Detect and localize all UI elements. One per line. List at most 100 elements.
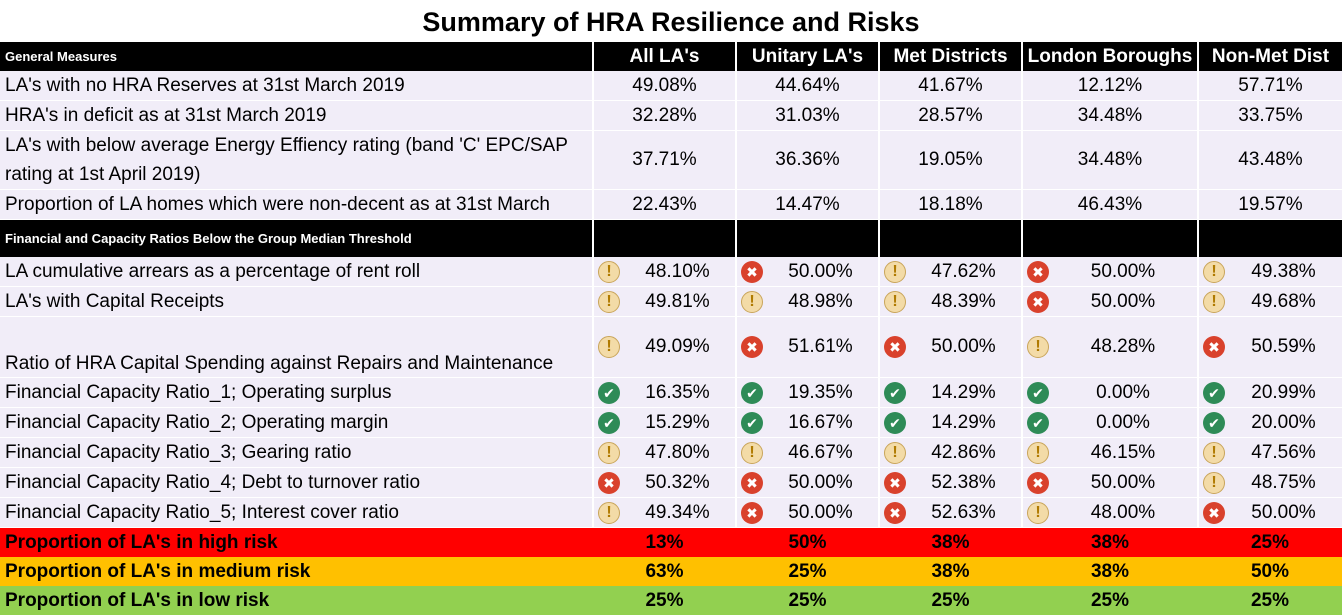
value-cell-met[interactable]: ! 48.39% (878, 286, 1022, 317)
value-cell-met[interactable]: ✔ 14.29% (878, 377, 1022, 408)
value-cell-all[interactable]: ! 47.80% (592, 437, 736, 468)
value-cell-met[interactable]: ✖ 50.00% (878, 316, 1022, 378)
risk-value-london[interactable]: 38% (1022, 527, 1198, 557)
empty-cell[interactable] (1021, 219, 1198, 257)
value-cell-london[interactable]: ! 46.15% (1021, 437, 1198, 468)
risk-value-unitary[interactable]: 25% (736, 557, 879, 586)
empty-cell[interactable] (592, 219, 736, 257)
section-label-general[interactable]: General Measures (0, 42, 593, 71)
risk-value-unitary[interactable]: 25% (736, 586, 879, 615)
row-label[interactable]: Financial Capacity Ratio_1; Operating su… (0, 377, 593, 408)
value-cell-nonmet[interactable]: 19.57% (1197, 189, 1342, 220)
value-cell-nonmet[interactable]: ✔ 20.00% (1197, 407, 1342, 438)
column-header-nonmet[interactable]: Non-Met Dist (1197, 42, 1342, 71)
value-cell-nonmet[interactable]: ! 49.68% (1197, 286, 1342, 317)
row-label[interactable]: LA cumulative arrears as a percentage of… (0, 257, 593, 287)
value-cell-unitary[interactable]: ! 48.98% (735, 286, 879, 317)
value-cell-all[interactable]: ! 48.10% (592, 257, 736, 287)
column-header-london[interactable]: London Boroughs (1021, 42, 1198, 71)
value-cell-all[interactable]: 49.08% (592, 71, 736, 101)
risk-value-london[interactable]: 25% (1022, 586, 1198, 615)
value-cell-unitary[interactable]: ✖ 50.00% (735, 497, 879, 528)
value-cell-all[interactable]: ! 49.34% (592, 497, 736, 528)
value-cell-all[interactable]: 22.43% (592, 189, 736, 220)
value-cell-met[interactable]: 19.05% (878, 130, 1022, 190)
risk-value-nonmet[interactable]: 25% (1198, 586, 1342, 615)
value-cell-nonmet[interactable]: 57.71% (1197, 71, 1342, 101)
value-cell-nonmet[interactable]: ✖ 50.00% (1197, 497, 1342, 528)
value-cell-london[interactable]: ✔ 0.00% (1021, 407, 1198, 438)
value-cell-nonmet[interactable]: ✖ 50.59% (1197, 316, 1342, 378)
risk-label[interactable]: Proportion of LA's in low risk (0, 586, 593, 615)
value-cell-met[interactable]: 18.18% (878, 189, 1022, 220)
row-label[interactable]: Financial Capacity Ratio_2; Operating ma… (0, 407, 593, 438)
value-cell-london[interactable]: ! 48.00% (1021, 497, 1198, 528)
value-cell-all[interactable]: ! 49.09% (592, 316, 736, 378)
risk-label[interactable]: Proportion of LA's in high risk (0, 527, 593, 557)
column-header-all[interactable]: All LA's (592, 42, 736, 71)
section-label-financial[interactable]: Financial and Capacity Ratios Below the … (0, 219, 593, 257)
value-cell-met[interactable]: ✔ 14.29% (878, 407, 1022, 438)
empty-cell[interactable] (1197, 219, 1342, 257)
value-cell-met[interactable]: ! 47.62% (878, 257, 1022, 287)
row-label[interactable]: LA's with no HRA Reserves at 31st March … (0, 71, 593, 101)
row-label[interactable]: Financial Capacity Ratio_4; Debt to turn… (0, 467, 593, 498)
risk-value-nonmet[interactable]: 50% (1198, 557, 1342, 586)
value-cell-nonmet[interactable]: 43.48% (1197, 130, 1342, 190)
value-cell-nonmet[interactable]: ! 47.56% (1197, 437, 1342, 468)
value-cell-all[interactable]: ✔ 15.29% (592, 407, 736, 438)
value-cell-all[interactable]: 37.71% (592, 130, 736, 190)
value-cell-london[interactable]: ! 48.28% (1021, 316, 1198, 378)
value-cell-london[interactable]: 34.48% (1021, 100, 1198, 131)
value-cell-all[interactable]: ✖ 50.32% (592, 467, 736, 498)
value-cell-unitary[interactable]: 36.36% (735, 130, 879, 190)
empty-cell[interactable] (878, 219, 1022, 257)
value-cell-all[interactable]: ✔ 16.35% (592, 377, 736, 408)
empty-cell[interactable] (735, 219, 879, 257)
value-cell-london[interactable]: 12.12% (1021, 71, 1198, 101)
value-cell-unitary[interactable]: 31.03% (735, 100, 879, 131)
value-cell-london[interactable]: ✖ 50.00% (1021, 257, 1198, 287)
value-cell-all[interactable]: ! 49.81% (592, 286, 736, 317)
value-cell-nonmet[interactable]: 33.75% (1197, 100, 1342, 131)
column-header-unitary[interactable]: Unitary LA's (735, 42, 879, 71)
value-cell-met[interactable]: ! 42.86% (878, 437, 1022, 468)
row-label[interactable]: Ratio of HRA Capital Spending against Re… (0, 316, 593, 378)
risk-value-all[interactable]: 63% (593, 557, 736, 586)
risk-value-all[interactable]: 13% (593, 527, 736, 557)
risk-value-london[interactable]: 38% (1022, 557, 1198, 586)
value-cell-unitary[interactable]: ✖ 50.00% (735, 257, 879, 287)
risk-value-met[interactable]: 38% (879, 527, 1022, 557)
risk-value-met[interactable]: 25% (879, 586, 1022, 615)
value-cell-nonmet[interactable]: ✔ 20.99% (1197, 377, 1342, 408)
row-label[interactable]: Financial Capacity Ratio_3; Gearing rati… (0, 437, 593, 468)
risk-value-unitary[interactable]: 50% (736, 527, 879, 557)
row-label[interactable]: HRA's in deficit as at 31st March 2019 (0, 100, 593, 131)
value-cell-nonmet[interactable]: ! 48.75% (1197, 467, 1342, 498)
value-cell-unitary[interactable]: 14.47% (735, 189, 879, 220)
value-cell-met[interactable]: 41.67% (878, 71, 1022, 101)
risk-value-nonmet[interactable]: 25% (1198, 527, 1342, 557)
row-label[interactable]: LA's with Capital Receipts (0, 286, 593, 317)
risk-label[interactable]: Proportion of LA's in medium risk (0, 557, 593, 586)
risk-value-all[interactable]: 25% (593, 586, 736, 615)
value-cell-unitary[interactable]: ✔ 16.67% (735, 407, 879, 438)
value-cell-all[interactable]: 32.28% (592, 100, 736, 131)
row-label[interactable]: LA's with below average Energy Effiency … (0, 130, 593, 190)
value-cell-london[interactable]: ✔ 0.00% (1021, 377, 1198, 408)
value-cell-met[interactable]: 28.57% (878, 100, 1022, 131)
value-cell-london[interactable]: 34.48% (1021, 130, 1198, 190)
value-cell-unitary[interactable]: ✔ 19.35% (735, 377, 879, 408)
row-label[interactable]: Proportion of LA homes which were non-de… (0, 189, 593, 220)
value-cell-met[interactable]: ✖ 52.63% (878, 497, 1022, 528)
value-cell-met[interactable]: ✖ 52.38% (878, 467, 1022, 498)
value-cell-london[interactable]: ✖ 50.00% (1021, 467, 1198, 498)
column-header-met[interactable]: Met Districts (878, 42, 1022, 71)
row-label[interactable]: Financial Capacity Ratio_5; Interest cov… (0, 497, 593, 528)
value-cell-london[interactable]: 46.43% (1021, 189, 1198, 220)
value-cell-unitary[interactable]: 44.64% (735, 71, 879, 101)
value-cell-unitary[interactable]: ✖ 50.00% (735, 467, 879, 498)
value-cell-unitary[interactable]: ! 46.67% (735, 437, 879, 468)
value-cell-nonmet[interactable]: ! 49.38% (1197, 257, 1342, 287)
value-cell-unitary[interactable]: ✖ 51.61% (735, 316, 879, 378)
